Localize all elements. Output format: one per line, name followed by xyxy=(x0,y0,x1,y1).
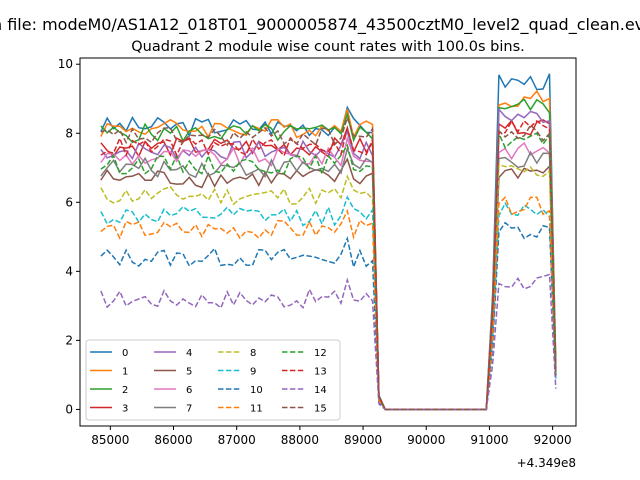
legend-label-7: 7 xyxy=(186,404,192,415)
y-tick-label: 8 xyxy=(65,126,73,140)
legend-box xyxy=(85,339,341,421)
x-tick-label: 85000 xyxy=(91,433,129,447)
x-tick-label: 86000 xyxy=(154,433,192,447)
figure-suptitle: n file: modeM0/AS1A12_018T01_9000005874_… xyxy=(0,15,640,35)
x-offset-label: +4.349e8 xyxy=(517,456,576,470)
legend-label-15: 15 xyxy=(314,404,327,415)
series-line-9 xyxy=(100,195,557,411)
x-tick-label: 89000 xyxy=(344,433,382,447)
y-tick-label: 2 xyxy=(65,333,73,347)
y-axis: 0 2 4 6 8 10 xyxy=(58,57,80,416)
y-tick-label: 6 xyxy=(65,195,73,209)
legend-label-2: 2 xyxy=(122,385,128,396)
legend-label-1: 1 xyxy=(122,367,128,378)
legend-label-9: 9 xyxy=(250,367,256,378)
x-tick-label: 88000 xyxy=(281,433,319,447)
x-tick-label: 91000 xyxy=(470,433,508,447)
legend-label-13: 13 xyxy=(314,367,327,378)
x-tick-label: 87000 xyxy=(218,433,256,447)
chart-title: Quadrant 2 module wise count rates with … xyxy=(131,39,525,55)
legend-label-11: 11 xyxy=(250,404,263,415)
legend-label-12: 12 xyxy=(314,348,327,359)
series-line-15 xyxy=(100,115,557,411)
y-tick-label: 10 xyxy=(58,57,73,71)
legend-label-0: 0 xyxy=(122,348,128,359)
legend-label-14: 14 xyxy=(314,385,327,396)
y-tick-label: 4 xyxy=(65,264,73,278)
x-tick-label: 92000 xyxy=(534,433,572,447)
legend-label-6: 6 xyxy=(186,385,192,396)
plot-area xyxy=(100,73,557,411)
x-tick-label: 90000 xyxy=(407,433,445,447)
x-axis: 85000 86000 87000 88000 89000 90000 91000 92000 xyxy=(91,426,572,447)
axes-frame xyxy=(79,57,577,427)
legend-label-3: 3 xyxy=(122,404,128,415)
legend-label-10: 10 xyxy=(250,385,263,396)
legend-label-4: 4 xyxy=(186,348,192,359)
y-tick-label: 0 xyxy=(65,402,73,416)
legend-label-8: 8 xyxy=(250,348,256,359)
series-line-8 xyxy=(100,163,557,411)
legend-label-5: 5 xyxy=(186,367,192,378)
